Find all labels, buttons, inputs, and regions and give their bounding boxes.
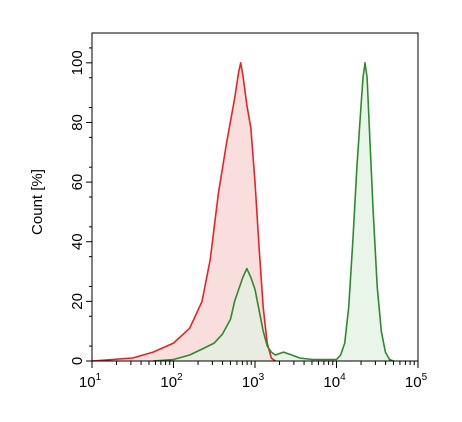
series-2-line (153, 61, 394, 362)
y-axis-label: Count [%] (29, 169, 46, 235)
x-tick-label: 103 (242, 372, 265, 391)
y-tick-label: 0 (69, 357, 86, 365)
y-tick-label: 40 (69, 233, 86, 250)
x-tick-label: 102 (160, 372, 183, 391)
series-1-line (91, 61, 276, 362)
series-layer (91, 61, 394, 362)
series-2-area (153, 62, 394, 362)
y-tick-label: 100 (69, 50, 86, 75)
x-tick-label: 105 (405, 372, 428, 391)
y-tick-label: 20 (69, 293, 86, 310)
x-tick-label: 101 (79, 372, 102, 391)
y-tick-label: 60 (69, 174, 86, 191)
x-tick-label: 104 (323, 372, 346, 391)
series-1-area (92, 62, 276, 362)
axis-ticks: 0 20 40 60 80 100 101 102 103 104 105 (69, 47, 428, 391)
y-tick-label: 80 (69, 114, 86, 131)
